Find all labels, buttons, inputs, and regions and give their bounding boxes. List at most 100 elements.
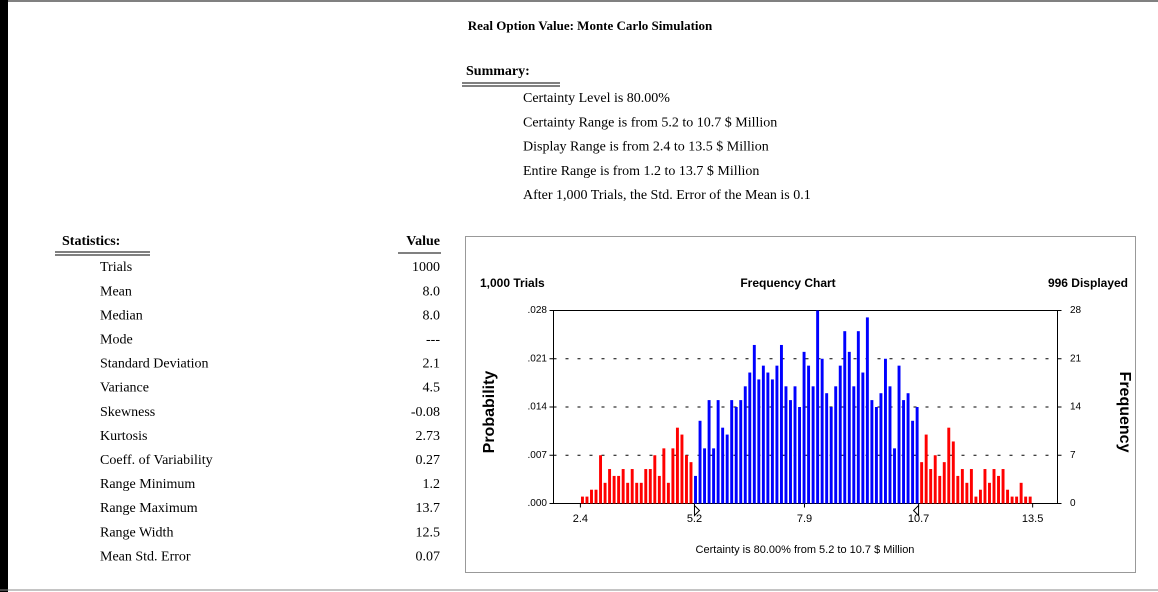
- bar: [639, 482, 643, 504]
- chart-title: Frequency Chart: [740, 276, 835, 290]
- bar: [617, 475, 621, 504]
- bar: [856, 331, 860, 504]
- bar: [956, 475, 960, 504]
- y-tick-label: .021: [528, 353, 548, 364]
- bar: [1024, 496, 1028, 504]
- bar: [630, 469, 634, 504]
- bar: [802, 351, 806, 504]
- bar: [915, 407, 919, 504]
- bar: [847, 351, 851, 504]
- bar: [716, 400, 720, 504]
- stat-value: 2.73: [416, 429, 441, 444]
- bar: [960, 469, 964, 504]
- bar: [870, 400, 874, 504]
- y2-axis-label: Frequency: [1116, 372, 1133, 453]
- bar: [974, 496, 978, 504]
- bar: [594, 489, 598, 504]
- summary-line: Certainty Level is 80.00%: [523, 91, 670, 106]
- bar: [1015, 496, 1019, 504]
- bar: [1028, 496, 1032, 504]
- bar: [798, 407, 801, 504]
- left-border: [0, 0, 8, 592]
- stat-value: ---: [426, 333, 440, 348]
- bar: [951, 441, 955, 504]
- bar: [653, 455, 657, 504]
- value-heading: Value: [406, 234, 440, 249]
- bar: [1010, 496, 1014, 504]
- summary-line: After 1,000 Trials, the Std. Error of th…: [523, 188, 811, 203]
- bar: [829, 407, 833, 504]
- stat-value: 8.0: [423, 284, 441, 299]
- bar: [992, 469, 996, 504]
- stat-value: 4.5: [423, 381, 441, 396]
- trials-header: 1,000 Trials: [480, 276, 545, 290]
- bar: [911, 420, 915, 504]
- certainty-grabber: [912, 504, 920, 517]
- summary-heading: Summary:: [466, 64, 530, 79]
- bar: [893, 448, 896, 504]
- bar: [897, 365, 901, 504]
- x-tick-label: 13.5: [1022, 513, 1043, 525]
- stat-value: 1000: [412, 260, 440, 275]
- bar: [924, 434, 928, 504]
- bar: [766, 372, 770, 504]
- stat-value: 8.0: [423, 308, 441, 323]
- bar: [748, 372, 752, 504]
- stat-label: Range Width: [100, 525, 173, 540]
- bar: [843, 331, 847, 504]
- bar: [626, 482, 630, 504]
- stat-label: Mode: [100, 333, 133, 348]
- bar: [838, 365, 842, 504]
- bar: [752, 344, 756, 504]
- y2-tick-label: 7: [1070, 450, 1076, 461]
- stat-value: 12.5: [416, 525, 441, 540]
- bar: [983, 469, 987, 504]
- y-tick-label: .014: [528, 402, 548, 413]
- bar: [902, 400, 906, 504]
- bar: [761, 365, 765, 504]
- y2-tick-label: 28: [1070, 305, 1082, 316]
- x-tick-label: 2.4: [573, 513, 588, 525]
- bar: [852, 386, 856, 504]
- bar: [929, 469, 933, 504]
- stat-label: Variance: [100, 381, 149, 396]
- y2-tick-label: 14: [1070, 402, 1082, 413]
- bar: [978, 489, 982, 504]
- bar: [712, 448, 716, 504]
- stat-label: Coeff. of Variability: [100, 453, 213, 468]
- bar: [730, 400, 734, 504]
- y-tick-label: .000: [528, 498, 548, 509]
- stat-label: Range Minimum: [100, 477, 195, 492]
- bar: [694, 475, 697, 504]
- bar: [725, 434, 729, 504]
- bar: [997, 475, 1000, 504]
- displayed-header: 996 Displayed: [1048, 276, 1128, 290]
- x-tick-label: 7.9: [797, 513, 812, 525]
- bar: [644, 469, 648, 504]
- bar: [590, 489, 593, 504]
- bar: [906, 393, 910, 504]
- bar: [861, 372, 865, 504]
- stat-value: -0.08: [411, 405, 440, 420]
- stat-value: 13.7: [416, 501, 441, 516]
- chart-frame: [465, 236, 1136, 573]
- stat-label: Median: [100, 308, 143, 323]
- bar: [884, 358, 887, 504]
- y2-tick-label: 21: [1070, 353, 1082, 364]
- stat-value: 1.2: [423, 477, 441, 492]
- bar: [816, 310, 820, 504]
- summary-line: Entire Range is from 1.2 to 13.7 $ Milli…: [523, 164, 759, 179]
- stat-label: Trials: [100, 260, 132, 275]
- certainty-grabber: [693, 504, 701, 517]
- bar: [680, 434, 684, 504]
- bar: [820, 358, 824, 504]
- bar: [721, 427, 725, 504]
- bar: [1001, 469, 1005, 504]
- bar: [793, 386, 797, 504]
- bar: [920, 462, 924, 504]
- bar: [865, 317, 869, 504]
- caption: Certainty is 80.00% from 5.2 to 10.7 $ M…: [696, 544, 915, 556]
- summary-line: Certainty Range is from 5.2 to 10.7 $ Mi…: [523, 115, 777, 130]
- y2-tick-label: 0: [1070, 498, 1076, 509]
